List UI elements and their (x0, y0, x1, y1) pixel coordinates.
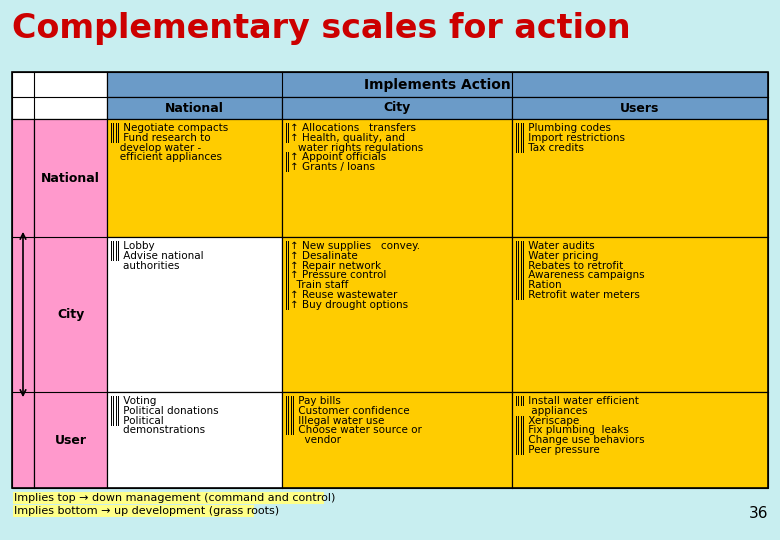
Text: ǁǁ Political donations: ǁǁ Political donations (110, 406, 218, 416)
Text: ǁ↑ Reuse wastewater: ǁ↑ Reuse wastewater (285, 290, 397, 300)
Text: ǁǁ Customer confidence: ǁǁ Customer confidence (285, 406, 410, 416)
Text: ǁǁ Fix plumbing  leaks: ǁǁ Fix plumbing leaks (515, 426, 629, 435)
Bar (512, 237, 768, 392)
Text: ǁǁ Fund research to: ǁǁ Fund research to (110, 133, 211, 143)
Bar (107, 119, 282, 237)
Text: develop water -: develop water - (110, 143, 201, 153)
Text: ǁǁ Plumbing codes: ǁǁ Plumbing codes (515, 123, 611, 133)
Bar (34, 119, 107, 488)
Text: ǁǁ Tax credits: ǁǁ Tax credits (515, 143, 584, 153)
Bar (512, 97, 768, 119)
Text: ǁǁ Illegal water use: ǁǁ Illegal water use (285, 416, 385, 426)
Text: ǁǁ Water audits: ǁǁ Water audits (515, 241, 594, 251)
Text: ǁǁ Import restrictions: ǁǁ Import restrictions (515, 133, 625, 143)
Text: City: City (384, 102, 410, 114)
Text: ǁǁ Ration: ǁǁ Ration (515, 280, 562, 290)
Text: ǁ↑ Desalinate: ǁ↑ Desalinate (285, 251, 358, 261)
Text: Implies top → down management (command and control): Implies top → down management (command a… (14, 493, 335, 503)
Bar (282, 119, 512, 237)
Text: ǁ↑ Repair network: ǁ↑ Repair network (285, 261, 381, 271)
Text: ǁǁ Voting: ǁǁ Voting (110, 396, 156, 406)
Text: ǁ↑ Health, quality, and: ǁ↑ Health, quality, and (285, 133, 405, 143)
Text: National: National (41, 172, 100, 185)
Text: ǁǁ Pay bills: ǁǁ Pay bills (285, 396, 341, 406)
Text: City: City (57, 308, 84, 321)
Text: appliances: appliances (515, 406, 587, 416)
Text: ǁǁ Negotiate compacts: ǁǁ Negotiate compacts (110, 123, 229, 133)
Text: efficient appliances: efficient appliances (110, 152, 222, 163)
Text: ǁǁ Lobby: ǁǁ Lobby (110, 241, 154, 251)
Text: authorities: authorities (110, 261, 179, 271)
Text: ǁǁ Political: ǁǁ Political (110, 416, 164, 426)
Bar (282, 97, 512, 119)
Text: vendor: vendor (285, 435, 341, 445)
Text: ǁ↑ New supplies   convey.: ǁ↑ New supplies convey. (285, 241, 420, 251)
Text: ǁǁ Change use behaviors: ǁǁ Change use behaviors (515, 435, 644, 445)
Bar (512, 119, 768, 237)
Text: demonstrations: demonstrations (110, 426, 205, 435)
Text: 36: 36 (749, 506, 768, 521)
Text: ǁǁ Water pricing: ǁǁ Water pricing (515, 251, 598, 261)
Text: water rights regulations: water rights regulations (285, 143, 424, 153)
Bar (12, 72, 768, 488)
Text: ǁ  Train staff: ǁ Train staff (285, 280, 349, 290)
Text: ǁǁ Peer pressure: ǁǁ Peer pressure (515, 445, 600, 455)
Text: ǁǁ Rebates to retrofit: ǁǁ Rebates to retrofit (515, 261, 623, 271)
Bar (13, 492, 324, 504)
Text: ǁ↑ Pressure control: ǁ↑ Pressure control (285, 271, 386, 280)
Bar (512, 392, 768, 488)
Text: Users: Users (620, 102, 660, 114)
Text: ǁ↑ Appoint officials: ǁ↑ Appoint officials (285, 152, 386, 163)
Text: ǁ↑ Allocations   transfers: ǁ↑ Allocations transfers (285, 123, 416, 133)
Text: Complementary scales for action: Complementary scales for action (12, 12, 630, 45)
Bar (107, 97, 282, 119)
Text: ǁǁ Retrofit water meters: ǁǁ Retrofit water meters (515, 290, 640, 300)
Text: ǁǁ Install water efficient: ǁǁ Install water efficient (515, 396, 639, 406)
Text: ǁ↑ Grants / loans: ǁ↑ Grants / loans (285, 162, 375, 172)
Bar (282, 392, 512, 488)
Bar (13, 505, 254, 517)
Text: National: National (165, 102, 224, 114)
Text: Implies bottom → up development (grass roots): Implies bottom → up development (grass r… (14, 506, 279, 516)
Bar (107, 72, 768, 97)
Bar (282, 237, 512, 392)
Bar (12, 119, 34, 488)
Bar (12, 72, 107, 119)
Text: ǁǁ Awareness campaigns: ǁǁ Awareness campaigns (515, 271, 644, 280)
Text: Implements Action: Implements Action (364, 78, 511, 91)
Text: User: User (55, 434, 87, 447)
Bar (107, 237, 282, 392)
Text: ǁǁ Choose water source or: ǁǁ Choose water source or (285, 426, 422, 435)
Text: ǁ↑ Buy drought options: ǁ↑ Buy drought options (285, 300, 408, 310)
Bar (107, 392, 282, 488)
Text: ǁǁ Xeriscape: ǁǁ Xeriscape (515, 416, 580, 426)
Text: ǁǁ Advise national: ǁǁ Advise national (110, 251, 204, 261)
